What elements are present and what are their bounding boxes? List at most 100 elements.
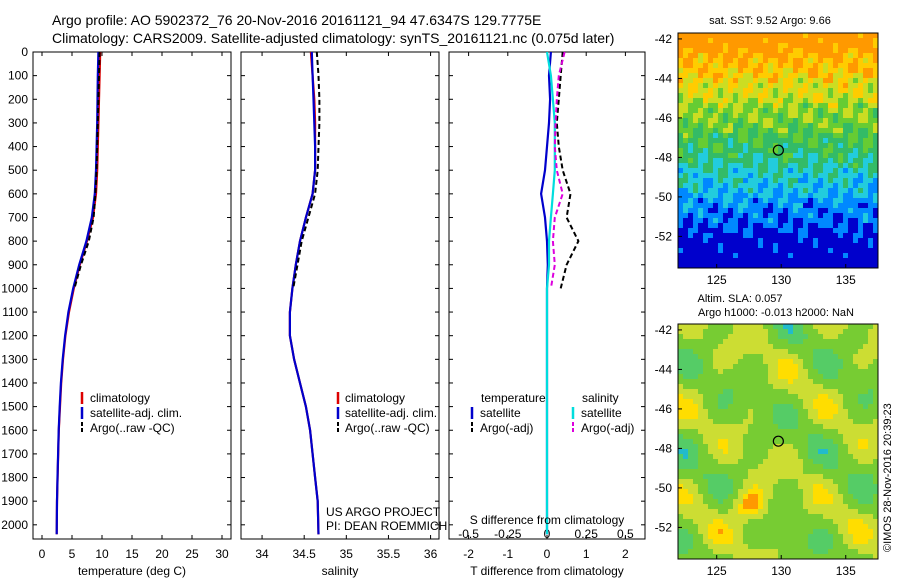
- map-cell: [813, 68, 819, 74]
- map-cell: [738, 409, 744, 415]
- map-cell: [813, 384, 819, 390]
- map-cell: [843, 364, 849, 370]
- map-cell: [853, 193, 859, 199]
- map-cell: [793, 228, 799, 234]
- map-cell: [818, 138, 824, 144]
- map-cell: [813, 489, 819, 495]
- map-cell: [683, 248, 689, 254]
- map-cell: [733, 359, 739, 365]
- map-cell: [828, 103, 834, 109]
- map-cell: [723, 183, 729, 189]
- map-cell: [808, 198, 814, 204]
- map-cell: [703, 384, 709, 390]
- map-cell: [708, 389, 714, 395]
- map-cell: [868, 339, 874, 345]
- map-cell: [873, 384, 879, 390]
- map-cell: [828, 213, 834, 219]
- map-cell: [768, 253, 774, 259]
- map-cell: [693, 258, 699, 264]
- map-cell: [853, 489, 859, 495]
- map-cell: [778, 228, 784, 234]
- map-cell: [728, 243, 734, 249]
- map-cell: [678, 93, 684, 99]
- map-cell: [753, 339, 759, 345]
- map-cell: [698, 113, 704, 119]
- map-cell: [788, 123, 794, 129]
- map-cell: [773, 103, 779, 109]
- map-cell: [758, 504, 764, 510]
- map-cell: [753, 444, 759, 450]
- map-cell: [818, 78, 824, 84]
- map-cell: [688, 163, 694, 169]
- map-cell: [758, 414, 764, 420]
- map-cell: [838, 223, 844, 229]
- map-cell: [833, 524, 839, 530]
- map-cell: [868, 173, 874, 179]
- map-cell: [843, 449, 849, 455]
- map-cell: [853, 203, 859, 209]
- map-cell: [713, 424, 719, 430]
- map-cell: [783, 223, 789, 229]
- map-cell: [688, 479, 694, 485]
- map-cell: [798, 459, 804, 465]
- map-cell: [828, 48, 834, 54]
- map-cell: [828, 439, 834, 445]
- map-cell: [698, 128, 704, 134]
- map-cell: [773, 419, 779, 425]
- map-cell: [763, 163, 769, 169]
- map-cell: [863, 38, 869, 44]
- map-cell: [858, 529, 864, 535]
- map-cell: [803, 369, 809, 375]
- map-cell: [843, 113, 849, 119]
- map-cell: [748, 223, 754, 229]
- map-cell: [693, 349, 699, 355]
- map-cell: [863, 198, 869, 204]
- map-cell: [748, 539, 754, 545]
- map-cell: [868, 43, 874, 49]
- map-cell: [708, 158, 714, 164]
- map-cell: [788, 178, 794, 184]
- map-cell: [818, 93, 824, 99]
- map-cell: [838, 123, 844, 129]
- map-cell: [733, 419, 739, 425]
- map-cell: [798, 384, 804, 390]
- map-cell: [863, 138, 869, 144]
- map-cell: [748, 449, 754, 455]
- map-cell: [818, 489, 824, 495]
- map-cell: [713, 263, 719, 269]
- map-cell: [723, 128, 729, 134]
- map-cell: [693, 243, 699, 249]
- map-cell: [853, 98, 859, 104]
- x-tick-label: 34: [255, 547, 269, 561]
- map-cell: [793, 98, 799, 104]
- map-cell: [873, 549, 879, 555]
- map-cell: [748, 519, 754, 525]
- map-cell: [763, 454, 769, 460]
- map-cell: [748, 133, 754, 139]
- map-cell: [758, 419, 764, 425]
- map-cell: [838, 133, 844, 139]
- map-cell: [808, 514, 814, 520]
- map-cell: [688, 178, 694, 184]
- map-cell: [763, 459, 769, 465]
- map-cell: [803, 128, 809, 134]
- map-cell: [768, 263, 774, 269]
- map-cell: [693, 108, 699, 114]
- map-cell: [688, 419, 694, 425]
- map-cell: [703, 344, 709, 350]
- map-cell: [858, 409, 864, 415]
- map-cell: [863, 243, 869, 249]
- map-cell: [798, 233, 804, 239]
- map-cell: [708, 148, 714, 154]
- map-cell: [713, 78, 719, 84]
- map-cell: [828, 238, 834, 244]
- map-cell: [688, 379, 694, 385]
- map-cell: [708, 123, 714, 129]
- map-cell: [678, 344, 684, 350]
- map-cell: [808, 499, 814, 505]
- map-cell: [773, 349, 779, 355]
- map-cell: [768, 143, 774, 149]
- map-cell: [748, 424, 754, 430]
- map-cell: [798, 444, 804, 450]
- map-cell: [813, 113, 819, 119]
